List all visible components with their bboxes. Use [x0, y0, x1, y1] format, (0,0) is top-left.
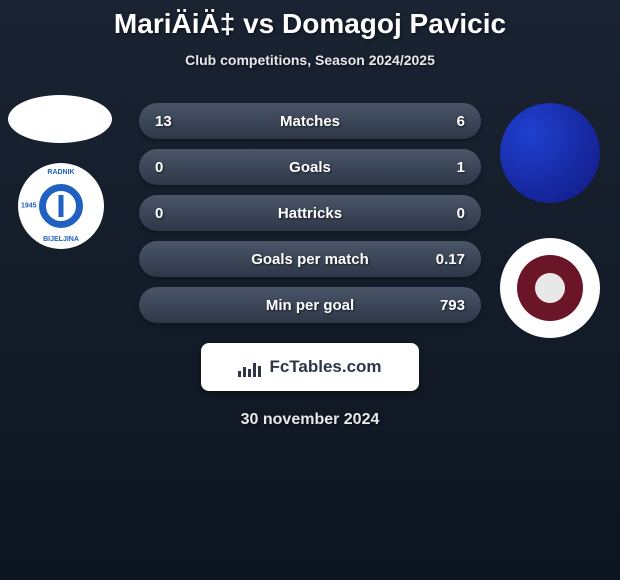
stat-label: Hattricks [199, 205, 421, 222]
radnik-name: RADNIK [47, 169, 74, 176]
player-right-avatar [500, 103, 600, 203]
stat-right-value: 0.17 [421, 251, 481, 268]
page-title: MariÄiÄ‡ vs Domagoj Pavicic [0, 0, 620, 40]
stat-label: Goals [199, 159, 421, 176]
stat-row-min-per-goal: Min per goal 793 [139, 287, 481, 323]
stat-left-value: 13 [139, 113, 199, 130]
sarajevo-badge [517, 255, 583, 321]
content-area: RADNIK 1945 BIJELJINA 13 Matches 6 0 Goa… [0, 103, 620, 429]
stat-right-value: 1 [421, 159, 481, 176]
fctables-text: FcTables.com [269, 357, 381, 377]
radnik-r-icon [39, 184, 83, 228]
date-text: 30 november 2024 [0, 411, 620, 429]
stat-right-value: 0 [421, 205, 481, 222]
stat-label: Goals per match [199, 251, 421, 268]
chart-bars-icon [238, 357, 263, 377]
stat-left-value: 0 [139, 205, 199, 222]
stat-left-value: 0 [139, 159, 199, 176]
stat-right-value: 6 [421, 113, 481, 130]
radnik-year: 1945 [21, 203, 37, 210]
stat-row-matches: 13 Matches 6 [139, 103, 481, 139]
stat-label: Matches [199, 113, 421, 130]
club-left-logo: RADNIK 1945 BIJELJINA [18, 163, 104, 249]
page-subtitle: Club competitions, Season 2024/2025 [0, 52, 620, 68]
stat-right-value: 793 [421, 297, 481, 314]
ball-icon [535, 273, 565, 303]
stats-container: 13 Matches 6 0 Goals 1 0 Hattricks 0 Goa… [139, 103, 481, 323]
club-right-logo [500, 238, 600, 338]
fctables-logo: FcTables.com [238, 357, 381, 377]
stat-label: Min per goal [199, 297, 421, 314]
radnik-city: BIJELJINA [43, 236, 79, 243]
stat-row-goals-per-match: Goals per match 0.17 [139, 241, 481, 277]
stat-row-hattricks: 0 Hattricks 0 [139, 195, 481, 231]
radnik-badge: RADNIK 1945 BIJELJINA [18, 163, 104, 249]
player-left-avatar [8, 95, 112, 143]
fctables-logo-box: FcTables.com [201, 343, 419, 391]
stat-row-goals: 0 Goals 1 [139, 149, 481, 185]
